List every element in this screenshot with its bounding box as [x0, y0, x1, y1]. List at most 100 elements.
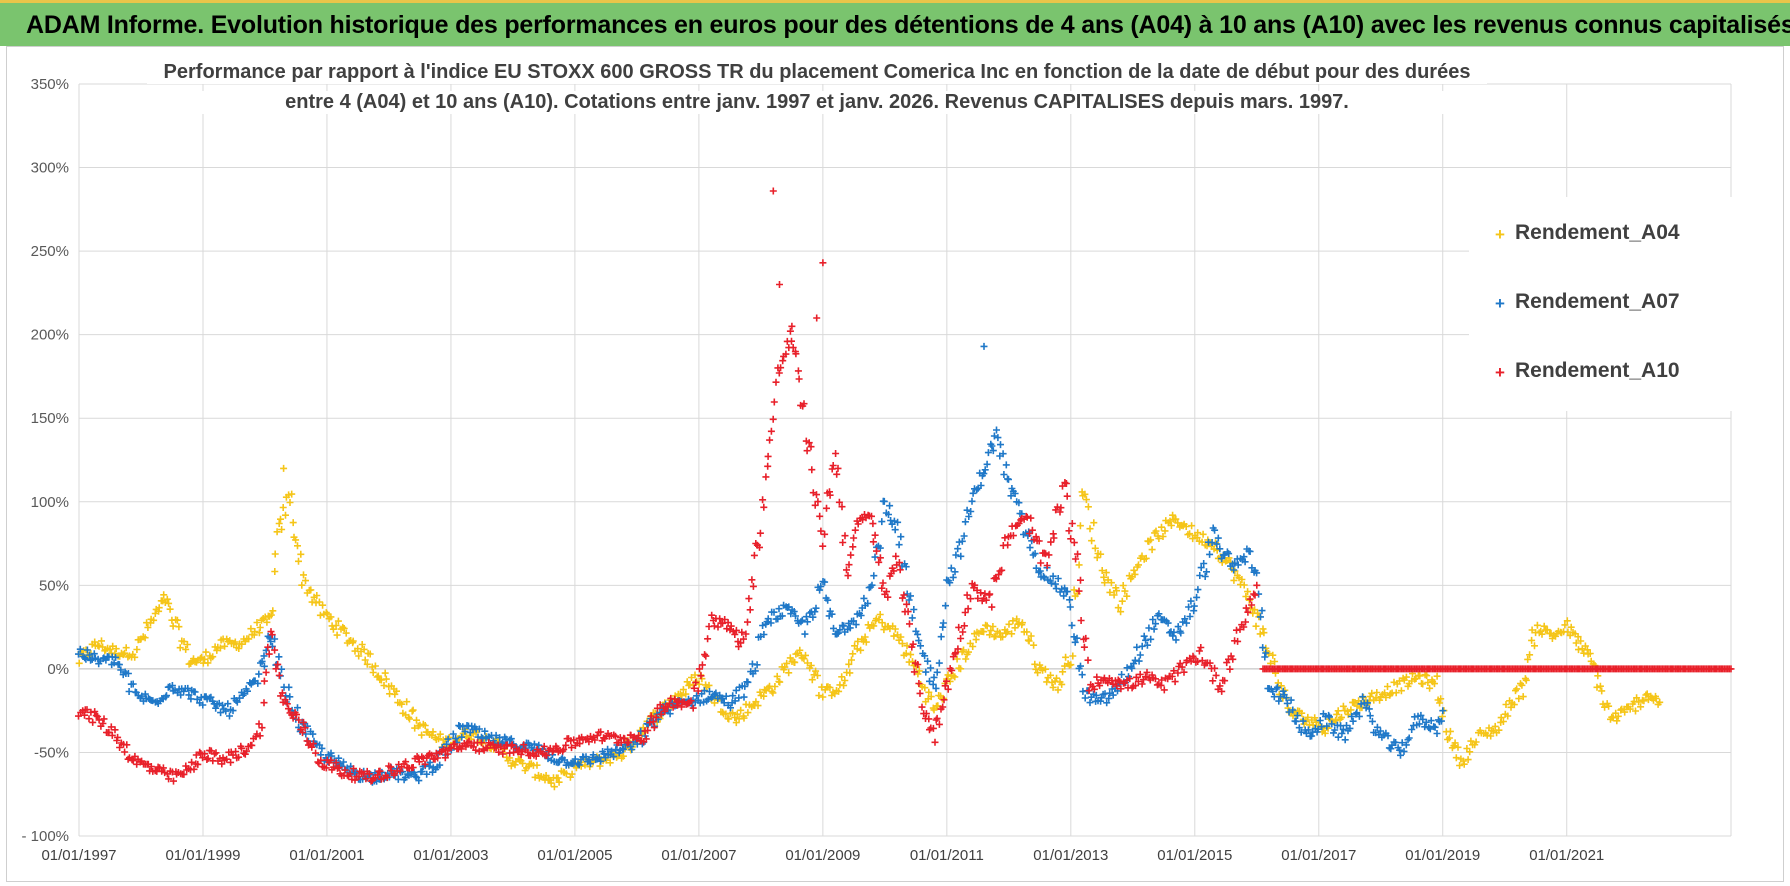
rendement-a07-point — [935, 659, 943, 667]
rendement-a07-point — [932, 684, 940, 692]
rendement-a04-point — [204, 659, 212, 667]
rendement-a10-point — [1104, 679, 1112, 687]
rendement-a07-point — [187, 695, 195, 703]
rendement-a07-point — [1304, 726, 1312, 734]
rendement-a04-point — [275, 520, 283, 527]
rendement-a04-point — [322, 609, 330, 617]
rendement-a04-point — [144, 624, 152, 631]
rendement-a10-point — [692, 679, 700, 687]
rendement-a07-point — [778, 612, 786, 620]
rendement-a10-point — [262, 668, 270, 676]
report-title: ADAM Informe. Evolution historique des p… — [26, 11, 1790, 39]
rendement-a07-point — [921, 652, 929, 660]
rendement-a10-point — [954, 645, 962, 653]
rendement-a10-point — [748, 576, 756, 584]
rendement-a07-point — [929, 680, 937, 688]
rendement-a04-point — [1053, 674, 1060, 682]
rendement-a10-point — [165, 775, 173, 783]
rendement-a10-point — [1170, 667, 1178, 675]
rendement-a10-point — [1142, 673, 1149, 681]
rendement-a10-point — [409, 764, 417, 771]
rendement-a10-point — [196, 748, 204, 756]
rendement-a04-point — [1167, 522, 1175, 529]
rendement-a07-point — [1186, 613, 1194, 620]
rendement-a10-point — [1056, 508, 1064, 516]
rendement-a07-point — [1054, 575, 1062, 582]
rendement-a04-point — [682, 690, 690, 698]
rendement-a04-point — [333, 631, 341, 639]
rendement-a10-point — [646, 719, 654, 727]
rendement-a10-point — [829, 462, 837, 469]
rendement-a04-point — [1298, 709, 1306, 717]
rendement-a10-point — [204, 754, 212, 762]
rendement-a07-point — [980, 470, 988, 478]
rendement-a04-point — [398, 700, 406, 708]
rendement-a04-point — [1472, 738, 1480, 746]
rendement-a10-point — [190, 765, 198, 773]
rendement-a07-point — [1011, 490, 1019, 497]
rendement-a07-point — [1194, 586, 1202, 594]
rendement-a10-point — [814, 498, 822, 506]
rendement-a10-point — [955, 623, 963, 631]
rendement-a10-point — [434, 754, 442, 762]
rendement-a04-point — [155, 604, 163, 612]
rendement-a10-point — [100, 715, 108, 723]
rendement-a04-point — [1097, 550, 1105, 558]
rendement-a10-point — [1195, 647, 1203, 655]
rendement-a04-point — [1614, 712, 1622, 720]
rendement-a04-point — [1008, 630, 1016, 638]
rendement-a04-point — [1632, 707, 1639, 715]
rendement-a10-point — [813, 491, 820, 499]
rendement-a04-point — [1436, 699, 1444, 707]
rendement-a04-point — [319, 601, 327, 609]
rendement-a04-point — [907, 651, 915, 659]
rendement-a10-point — [795, 375, 803, 383]
rendement-a10-point — [690, 684, 698, 692]
rendement-a10-point — [477, 739, 485, 747]
rendement-a04-point — [235, 645, 243, 652]
rendement-a04-point — [131, 653, 139, 661]
rendement-a10-point — [1068, 520, 1076, 527]
rendement-a04-point — [1513, 685, 1521, 693]
rendement-a04-point — [544, 775, 552, 783]
rendement-a07-point — [286, 693, 294, 701]
rendement-a07-point — [1314, 725, 1322, 733]
rendement-a07-point — [1105, 694, 1113, 702]
rendement-a07-point — [229, 707, 237, 715]
rendement-a07-point — [890, 517, 898, 525]
rendement-a10-point — [1001, 534, 1009, 542]
rendement-a04-point — [1572, 639, 1580, 647]
rendement-a04-point — [819, 693, 827, 701]
rendement-a07-point — [939, 619, 947, 627]
rendement-a07-point — [947, 564, 955, 572]
rendement-a10-point — [745, 595, 753, 603]
rendement-a07-point — [1341, 736, 1349, 744]
rendement-a10-point — [275, 671, 283, 679]
rendement-a10-point — [396, 767, 404, 775]
x-tick-label: 01/01/2011 — [910, 847, 984, 864]
rendement-a10-point — [362, 775, 370, 783]
rendement-a04-point — [1459, 757, 1467, 765]
rendement-a10-point — [1117, 685, 1125, 693]
rendement-a10-point — [835, 498, 843, 506]
rendement-a10-point — [869, 520, 877, 528]
rendement-a04-point — [1419, 680, 1427, 688]
rendement-a10-point — [656, 701, 664, 709]
rendement-a04-point — [878, 619, 886, 627]
rendement-a10-point — [1085, 687, 1093, 695]
rendement-a04-point — [368, 663, 376, 671]
rendement-a04-point — [409, 706, 417, 714]
rendement-a07-point — [760, 631, 768, 638]
rendement-a10-point — [742, 630, 750, 638]
rendement-a04-point — [1062, 653, 1070, 661]
rendement-a07-point — [1177, 629, 1185, 637]
rendement-a04-point — [1082, 496, 1090, 504]
rendement-a07-point — [946, 579, 954, 587]
rendement-a07-point — [1302, 730, 1310, 737]
rendement-a10-point — [180, 770, 188, 778]
rendement-a04-point — [1106, 588, 1114, 596]
rendement-a07-point — [619, 745, 627, 753]
rendement-a10-point — [649, 718, 657, 726]
rendement-a10-point — [501, 745, 508, 752]
rendement-a10-point — [548, 748, 556, 756]
